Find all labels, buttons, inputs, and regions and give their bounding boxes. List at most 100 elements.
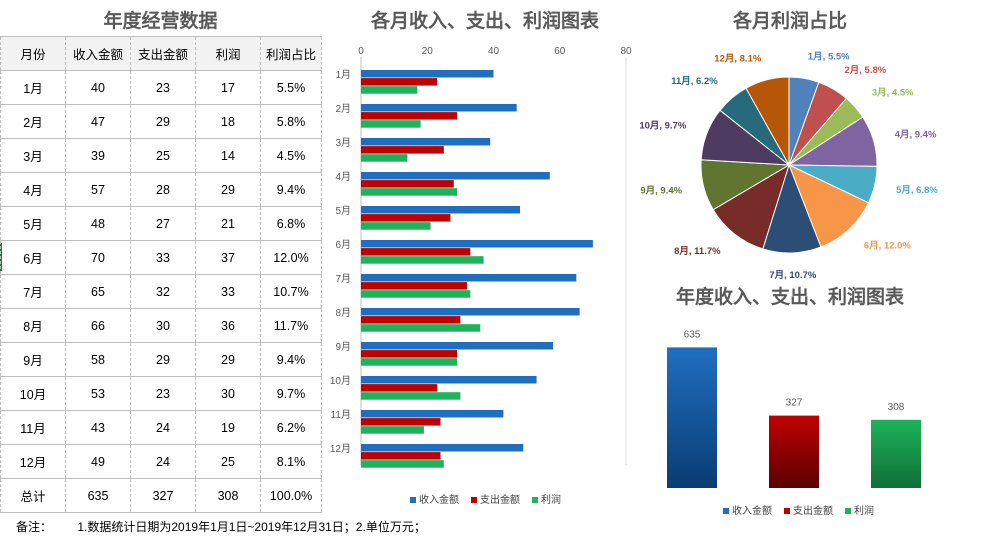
pie-data-label: 6月, 12.0% [864, 241, 912, 252]
cell-month[interactable]: 6月 [0, 240, 66, 275]
cell-income[interactable]: 43 [65, 410, 131, 445]
cell-income[interactable]: 48 [65, 206, 131, 241]
cell-profit[interactable]: 18 [195, 104, 261, 139]
cell-expense[interactable]: 23 [130, 376, 196, 411]
bar-income [361, 444, 524, 452]
cell-expense[interactable]: 23 [130, 70, 196, 105]
table-row: 6月 70 33 37 12.0% [0, 240, 322, 275]
bar-profit [361, 324, 481, 332]
bar-profit [361, 426, 424, 434]
pie-data-label: 12月, 8.1% [714, 54, 762, 65]
cell-month[interactable]: 12月 [0, 444, 66, 479]
cell-income[interactable]: 65 [65, 274, 131, 309]
cell-expense[interactable]: 29 [130, 342, 196, 377]
profit-pie-chart[interactable]: 1月, 5.5% 2月, 5.8% 3月, 4.5% 4月, 9.4% 5月, 6.8%… [639, 40, 940, 281]
pie-data-label: 8月, 11.7% [674, 246, 721, 257]
cell-profit[interactable]: 19 [195, 410, 261, 445]
cell-expense[interactable]: 24 [130, 444, 196, 479]
cell-expense[interactable]: 25 [130, 138, 196, 173]
cell-month[interactable]: 2月 [0, 104, 66, 139]
bar-expense [361, 180, 454, 188]
monthly-bar-chart[interactable]: 0 20 40 60 80 1月 2月 3月 4月 5月 6月 7月 8月 9月 10月 11月 12月收入金额… [330, 40, 632, 510]
header-cell-expense[interactable]: 支出金额 [130, 36, 196, 71]
cell-expense[interactable]: 28 [130, 172, 196, 207]
legend-label: 支出金额 [793, 504, 833, 517]
cell-profit-ratio[interactable]: 10.7% [260, 274, 322, 309]
cell-profit[interactable]: 33 [195, 274, 261, 309]
legend-label: 支出金额 [480, 493, 520, 506]
table-row: 3月 39 25 14 4.5% [0, 138, 322, 173]
cell-month[interactable]: 总计 [0, 478, 66, 513]
y-tick-label: 10月 [330, 375, 351, 387]
cell-month[interactable]: 11月 [0, 410, 66, 445]
cell-profit-ratio[interactable]: 6.2% [260, 410, 322, 445]
cell-income[interactable]: 47 [65, 104, 131, 139]
legend-swatch [723, 508, 729, 514]
cell-expense[interactable]: 32 [130, 274, 196, 309]
y-tick-label: 6月 [335, 239, 351, 251]
cell-profit-ratio[interactable]: 9.4% [260, 342, 322, 377]
cell-expense[interactable]: 30 [130, 308, 196, 343]
cell-profit[interactable]: 37 [195, 240, 261, 275]
cell-income[interactable]: 70 [65, 240, 131, 275]
x-tick-label: 80 [620, 46, 632, 57]
cell-expense[interactable]: 24 [130, 410, 196, 445]
column-income [667, 347, 717, 488]
cell-profit-ratio[interactable]: 4.5% [260, 138, 322, 173]
cell-month[interactable]: 10月 [0, 376, 66, 411]
pie-slice [788, 164, 870, 248]
bar-expense [361, 112, 458, 120]
cell-profit[interactable]: 29 [195, 172, 261, 207]
cell-profit-ratio[interactable]: 5.5% [260, 70, 322, 105]
x-tick-label: 60 [554, 46, 566, 57]
cell-income[interactable]: 58 [65, 342, 131, 377]
cell-profit-ratio[interactable]: 8.1% [260, 444, 322, 479]
header-cell-profit-ratio[interactable]: 利润占比 [260, 36, 322, 71]
cell-profit[interactable]: 29 [195, 342, 261, 377]
cell-month[interactable]: 4月 [0, 172, 66, 207]
cell-profit[interactable]: 25 [195, 444, 261, 479]
header-cell-income[interactable]: 收入金额 [65, 36, 131, 71]
bar-income [361, 308, 580, 316]
cell-month[interactable]: 5月 [0, 206, 66, 241]
cell-profit-ratio[interactable]: 9.4% [260, 172, 322, 207]
header-cell-month[interactable]: 月份 [0, 36, 66, 71]
cell-profit[interactable]: 308 [195, 478, 261, 513]
bar-expense [361, 418, 441, 426]
bar-expense [361, 384, 438, 392]
bar-profit [361, 120, 421, 128]
cell-profit-ratio[interactable]: 100.0% [260, 478, 322, 513]
cell-income[interactable]: 66 [65, 308, 131, 343]
legend-swatch [532, 497, 538, 503]
cell-month[interactable]: 8月 [0, 308, 66, 343]
cell-expense[interactable]: 27 [130, 206, 196, 241]
cell-income[interactable]: 53 [65, 376, 131, 411]
cell-profit-ratio[interactable]: 6.8% [260, 206, 322, 241]
cell-profit[interactable]: 17 [195, 70, 261, 105]
bar-profit [361, 460, 444, 468]
cell-profit-ratio[interactable]: 11.7% [260, 308, 322, 343]
cell-income[interactable]: 635 [65, 478, 131, 513]
cell-income[interactable]: 57 [65, 172, 131, 207]
cell-expense[interactable]: 33 [130, 240, 196, 275]
cell-income[interactable]: 40 [65, 70, 131, 105]
cell-profit[interactable]: 21 [195, 206, 261, 241]
cell-income[interactable]: 49 [65, 444, 131, 479]
cell-income[interactable]: 39 [65, 138, 131, 173]
header-cell-profit[interactable]: 利润 [195, 36, 261, 71]
cell-profit-ratio[interactable]: 5.8% [260, 104, 322, 139]
pie-slice [745, 76, 790, 167]
cell-expense[interactable]: 327 [130, 478, 196, 513]
pie-data-label: 3月, 4.5% [872, 88, 914, 99]
cell-profit-ratio[interactable]: 12.0% [260, 240, 322, 275]
cell-month[interactable]: 1月 [0, 70, 66, 105]
cell-profit[interactable]: 14 [195, 138, 261, 173]
cell-month[interactable]: 9月 [0, 342, 66, 377]
annual-column-chart[interactable]: 635 327 308 收入金额 支出金额 利润 [645, 310, 935, 525]
cell-profit-ratio[interactable]: 9.7% [260, 376, 322, 411]
cell-month[interactable]: 7月 [0, 274, 66, 309]
cell-profit[interactable]: 36 [195, 308, 261, 343]
cell-profit[interactable]: 30 [195, 376, 261, 411]
cell-month[interactable]: 3月 [0, 138, 66, 173]
cell-expense[interactable]: 29 [130, 104, 196, 139]
